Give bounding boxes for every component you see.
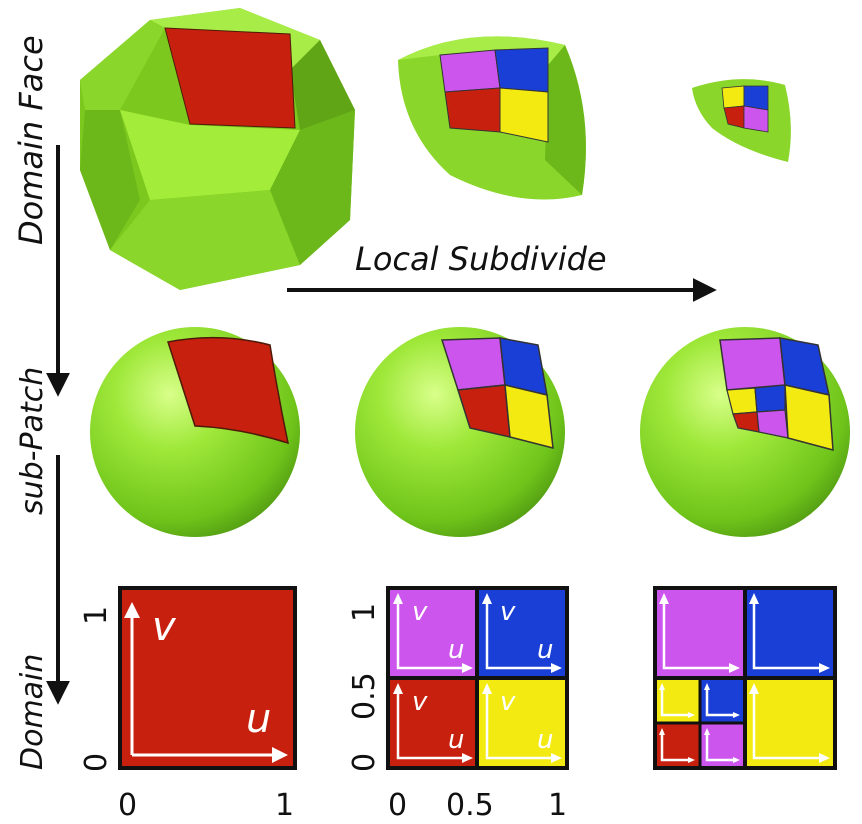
p1-xtick-0: 0 — [118, 788, 137, 823]
p1-ytick-1: 1 — [79, 606, 114, 625]
sphere-3 — [640, 327, 850, 537]
quad-axes-red: v u — [393, 683, 473, 763]
svg-text:u: u — [537, 725, 553, 755]
label-sub-patch: sub-Patch — [15, 367, 50, 515]
sphere-2 — [355, 327, 565, 537]
quad-yellow — [499, 87, 549, 143]
axis-u-label: u — [246, 696, 271, 742]
p2-xtick-05: 0.5 — [446, 788, 494, 823]
svg-text:v: v — [500, 597, 516, 627]
p1-ytick-0: 0 — [79, 753, 114, 772]
axis-v-label: v — [152, 604, 177, 650]
p2-xtick-0: 0 — [388, 788, 407, 823]
curved-patch-level1 — [398, 36, 586, 200]
p2-ytick-1: 1 — [347, 603, 382, 622]
curved-patch-level2 — [692, 79, 791, 162]
p2-ytick-05: 0.5 — [347, 672, 382, 720]
p2-xtick-1: 1 — [548, 788, 567, 823]
domain-panel-3 — [653, 586, 837, 770]
quad-red — [444, 87, 501, 133]
label-domain: Domain — [15, 654, 50, 770]
polyhedron-domain-face — [80, 8, 355, 290]
sphere-1 — [90, 327, 300, 537]
p2-ytick-0: 0 — [347, 753, 382, 772]
label-local-subdivide: Local Subdivide — [355, 240, 607, 278]
red-face — [164, 27, 296, 129]
svg-text:u: u — [537, 635, 553, 665]
svg-text:u: u — [448, 725, 464, 755]
quad-blue — [494, 47, 549, 93]
domain-panel-1: v u — [118, 586, 297, 770]
label-domain-face: Domain Face — [12, 35, 50, 245]
p1-xtick-1: 1 — [275, 788, 294, 823]
svg-text:v: v — [412, 597, 428, 627]
quad-axes-yellow: v u — [482, 683, 562, 763]
quad-magenta — [439, 49, 501, 93]
quad-axes-blue: v u — [482, 593, 562, 673]
quad-axes-magenta: v u — [393, 593, 473, 673]
svg-text:v: v — [412, 687, 428, 717]
svg-text:u: u — [448, 635, 464, 665]
domain-panel-2: v u v u v u v u — [386, 586, 569, 770]
svg-text:v: v — [500, 687, 516, 717]
